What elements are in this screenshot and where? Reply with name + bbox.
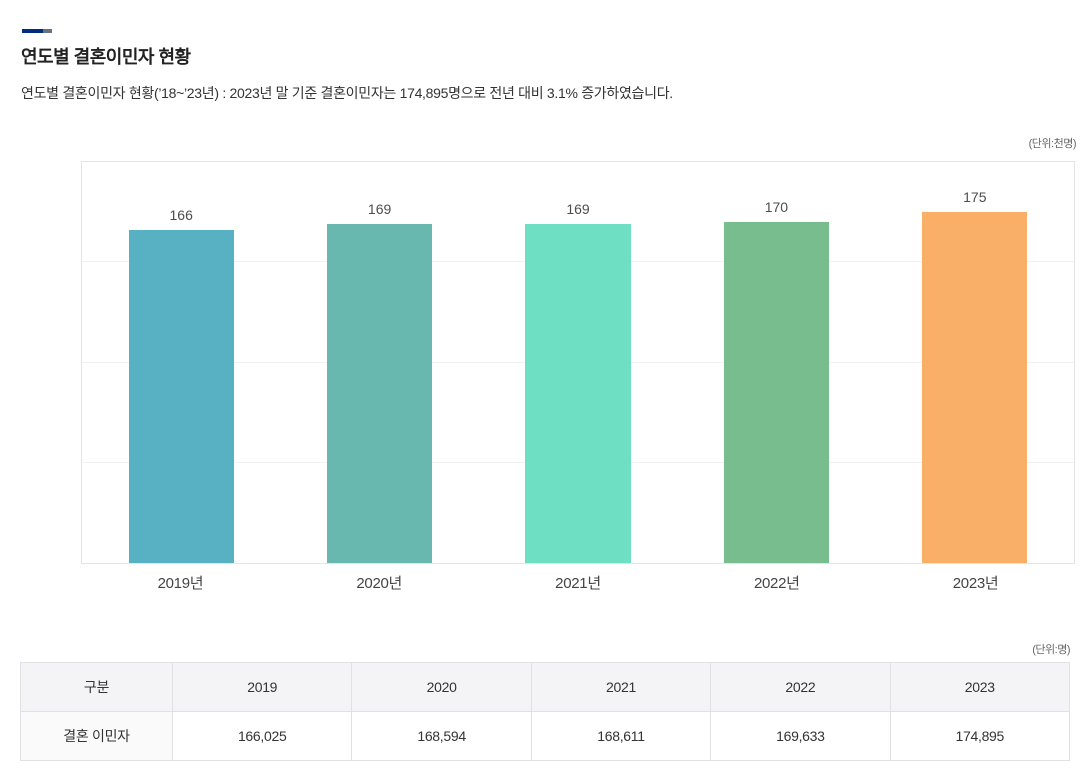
table-header-cell: 2020 — [351, 662, 532, 712]
table-header-cell: 2021 — [530, 662, 712, 712]
bar-value-label: 169 — [566, 201, 590, 218]
bar-2021년[interactable] — [525, 224, 631, 563]
axis-label-2023년: 2023년 — [952, 575, 999, 592]
bar-value-label: 169 — [367, 201, 392, 218]
bar-group-2023년: 175 — [876, 162, 1074, 563]
bar-group-2020년: 169 — [280, 162, 478, 563]
table-header-row: 구분 2019 2020 2021 2022 2023 — [20, 662, 1071, 712]
table-header-cell: 구분 — [20, 662, 173, 712]
value-cell: 169,633 — [710, 711, 891, 761]
table-row: 결혼 이민자 166,025 168,594 168,611 169,633 174,89… — [20, 711, 1071, 761]
chart-unit-label: (단위:천명) — [1028, 138, 1077, 150]
value-cell: 168,611 — [530, 711, 712, 761]
page-subtitle: 연도별 결혼이민자 현황(’18~’23년) : 2023년 말 기준 결혼이민… — [21, 85, 673, 101]
x-axis-labels: 2019년 2020년 2021년 2022년 2023년 — [81, 572, 1075, 593]
axis-label-2021년: 2021년 — [555, 575, 601, 592]
value-cell: 166,025 — [171, 711, 353, 761]
row-label-cell: 결혼 이민자 — [20, 711, 173, 761]
bar-value-label: 175 — [963, 189, 987, 206]
axis-label-2022년: 2022년 — [753, 575, 800, 592]
bar-2023년[interactable] — [922, 212, 1028, 563]
table-header-cell: 2019 — [171, 662, 353, 712]
chart-plot-area: 166 169 169 170 175 — [81, 161, 1075, 564]
bar-2022년[interactable] — [723, 222, 829, 563]
value-cell: 174,895 — [889, 711, 1071, 761]
table-unit-label: (단위:명) — [1032, 644, 1070, 656]
axis-label-2020년: 2020년 — [356, 575, 403, 592]
table-header-cell: 2023 — [889, 662, 1071, 712]
bar-value-label: 166 — [169, 207, 193, 224]
data-table: 구분 2019 2020 2021 2022 2023 결혼 이민자 166,025 168,… — [20, 662, 1071, 761]
bar-group-2021년: 169 — [479, 162, 677, 563]
axis-label-2019년: 2019년 — [157, 575, 204, 592]
table-header-cell: 2022 — [710, 662, 891, 712]
bar-value-label: 170 — [764, 199, 789, 216]
bar-group-2019년: 166 — [82, 162, 280, 563]
bar-group-2022년: 170 — [677, 162, 875, 563]
value-cell: 168,594 — [351, 711, 532, 761]
bar-2019년[interactable] — [128, 230, 234, 563]
bars-container: 166 169 169 170 175 — [82, 162, 1074, 563]
title-accent-dash — [22, 29, 52, 33]
bar-2020년[interactable] — [327, 224, 433, 563]
table-body: 결혼 이민자 166,025 168,594 168,611 169,633 174,89… — [20, 711, 1071, 761]
page-title: 연도별 결혼이민자 현황 — [21, 47, 191, 67]
